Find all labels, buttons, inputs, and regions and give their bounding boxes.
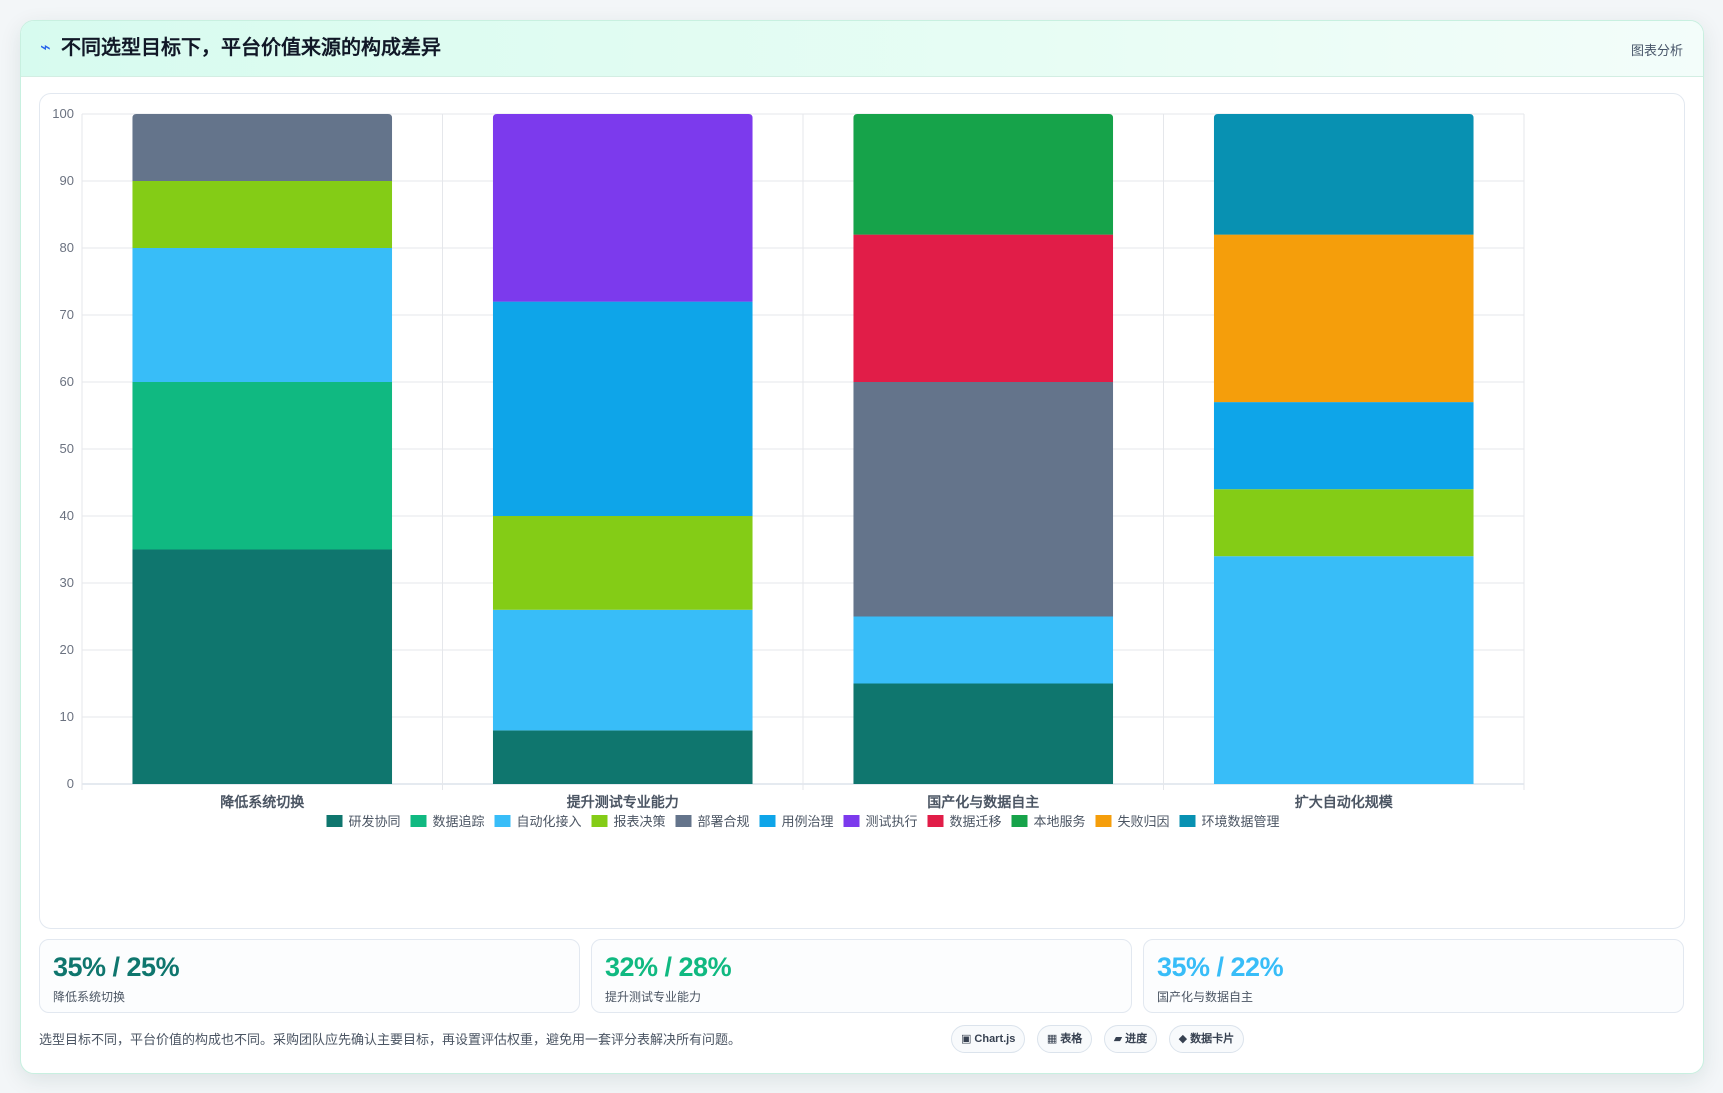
bar-segment bbox=[492, 609, 753, 731]
x-tick-label: 扩大自动化规模 bbox=[1295, 794, 1394, 810]
bar-segment bbox=[1213, 556, 1474, 784]
stat-card: 35% / 25% 降低系统切换 bbox=[39, 939, 580, 1013]
chip-label: 表格 bbox=[1060, 1033, 1083, 1045]
progress-icon: ▰ bbox=[1113, 1032, 1123, 1045]
bar-segment bbox=[1213, 234, 1474, 403]
bar-segment bbox=[853, 234, 1114, 382]
legend-swatch bbox=[927, 815, 944, 827]
legend-swatch bbox=[843, 815, 860, 827]
stat-value: 35% / 25% bbox=[53, 952, 180, 982]
chip-data-card[interactable]: ◆ 数据卡片 bbox=[1168, 1025, 1245, 1053]
x-tick-label: 国产化与数据自主 bbox=[927, 794, 1039, 810]
bar-segment bbox=[853, 616, 1114, 684]
stat-value: 35% / 22% bbox=[1157, 952, 1284, 982]
chart-analysis-link[interactable]: 图表分析 bbox=[1630, 43, 1683, 58]
legend-swatch bbox=[494, 815, 511, 827]
stat-label: 提升测试专业能力 bbox=[605, 990, 702, 1004]
chip-chartjs[interactable]: ▣ Chart.js bbox=[951, 1025, 1026, 1053]
chart-card: ⌁ 不同选型目标下，平台价值来源的构成差异 图表分析 0 10 20 30 40 50 60… bbox=[20, 20, 1704, 1074]
y-tick-label: 20 bbox=[60, 642, 74, 657]
bar-segment bbox=[853, 683, 1114, 784]
chip-table[interactable]: ▦ 表格 bbox=[1036, 1025, 1093, 1053]
legend-swatch bbox=[410, 815, 427, 827]
bar-segment bbox=[132, 382, 393, 550]
bar-segment bbox=[132, 549, 393, 784]
stat-cards: 35% / 25% 降低系统切换 32% / 28% 提升测试专业能力 35% … bbox=[39, 939, 1684, 1013]
legend-label: 部署合规 bbox=[698, 814, 750, 829]
bar-segment bbox=[492, 516, 753, 610]
bar-segment bbox=[492, 114, 753, 302]
footnote: 选型目标不同，平台价值的构成也不同。采购团队应先确认主要目标，再设置评估权重，避… bbox=[39, 1032, 742, 1047]
bar-segment bbox=[132, 114, 393, 181]
legend-label: 环境数据管理 bbox=[1202, 814, 1280, 829]
stat-label: 国产化与数据自主 bbox=[1157, 990, 1254, 1004]
y-tick-label: 100 bbox=[52, 106, 74, 121]
y-tick-label: 0 bbox=[67, 776, 74, 791]
legend-swatch bbox=[326, 815, 343, 827]
x-tick-label: 提升测试专业能力 bbox=[567, 794, 679, 810]
legend-swatch bbox=[1179, 815, 1196, 827]
legend-label: 数据追踪 bbox=[433, 814, 485, 829]
stacked-bar-chart: 0 10 20 30 40 50 60 70 80 90 100 降低系统切换 提升测试专业能力 国产化与… bbox=[52, 106, 1525, 829]
legend-label: 测试执行 bbox=[866, 814, 918, 829]
y-tick-label: 80 bbox=[60, 240, 74, 255]
chart-icon: ▣ bbox=[961, 1032, 972, 1045]
chip-row: ▣ Chart.js ▦ 表格 ▰ 进度 ◆ 数据卡片 bbox=[951, 1025, 1251, 1053]
stat-value: 32% / 28% bbox=[605, 952, 732, 982]
legend-swatch bbox=[591, 815, 608, 827]
chip-label: Chart.js bbox=[974, 1033, 1016, 1045]
stat-card: 35% / 22% 国产化与数据自主 bbox=[1143, 939, 1684, 1013]
legend-label: 用例治理 bbox=[782, 814, 834, 829]
legend-swatch bbox=[1095, 815, 1112, 827]
chart-title: 不同选型目标下，平台价值来源的构成差异 bbox=[61, 37, 441, 59]
legend-label: 数据迁移 bbox=[950, 814, 1002, 829]
legend-label: 研发协同 bbox=[349, 814, 401, 829]
bar-segment bbox=[1213, 489, 1474, 557]
legend-label: 本地服务 bbox=[1034, 814, 1086, 829]
bar-segment bbox=[1213, 114, 1474, 235]
legend-label: 报表决策 bbox=[614, 814, 666, 829]
bar-segment bbox=[1213, 402, 1474, 490]
stat-card: 32% / 28% 提升测试专业能力 bbox=[591, 939, 1132, 1013]
bar-segment bbox=[132, 248, 393, 382]
legend-label: 失败归因 bbox=[1118, 814, 1170, 829]
bar-segment bbox=[132, 181, 393, 248]
y-tick-label: 90 bbox=[60, 173, 74, 188]
bar-segment bbox=[853, 382, 1114, 617]
y-tick-label: 70 bbox=[60, 307, 74, 322]
x-tick-label: 降低系统切换 bbox=[220, 794, 305, 810]
legend-label: 自动化接入 bbox=[517, 814, 582, 829]
y-tick-label: 50 bbox=[60, 441, 74, 456]
y-tick-label: 40 bbox=[60, 508, 74, 523]
legend-swatch bbox=[1011, 815, 1028, 827]
legend-swatch bbox=[759, 815, 776, 827]
chip-label: 进度 bbox=[1125, 1033, 1148, 1045]
data-card-icon: ◆ bbox=[1178, 1032, 1188, 1045]
card-header: ⌁ 不同选型目标下，平台价值来源的构成差异 图表分析 bbox=[21, 21, 1703, 77]
table-icon: ▦ bbox=[1046, 1032, 1058, 1045]
chip-progress[interactable]: ▰ 进度 bbox=[1103, 1025, 1158, 1053]
plot-panel: 0 10 20 30 40 50 60 70 80 90 100 降低系统切换 提升测试专业能力 国产化与… bbox=[39, 93, 1685, 929]
y-tick-label: 10 bbox=[60, 709, 74, 724]
bar-segment bbox=[853, 114, 1114, 235]
bar-segment bbox=[492, 730, 753, 784]
stat-label: 降低系统切换 bbox=[53, 990, 126, 1004]
legend-swatch bbox=[675, 815, 692, 827]
chip-label: 数据卡片 bbox=[1190, 1033, 1235, 1045]
y-tick-label: 30 bbox=[60, 575, 74, 590]
bar-segment bbox=[492, 301, 753, 516]
y-tick-label: 60 bbox=[60, 374, 74, 389]
bolt-icon: ⌁ bbox=[40, 37, 51, 58]
